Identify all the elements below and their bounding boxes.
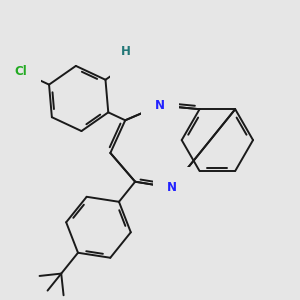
Text: O: O — [124, 57, 134, 70]
Text: N: N — [167, 181, 177, 194]
Text: H: H — [121, 45, 131, 58]
Text: N: N — [155, 99, 165, 112]
Text: Cl: Cl — [14, 65, 27, 78]
